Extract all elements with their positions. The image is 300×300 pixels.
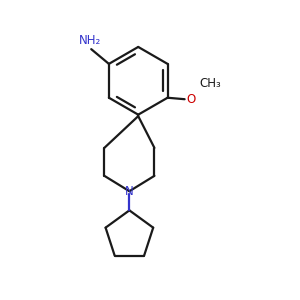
Text: CH₃: CH₃ <box>199 77 221 90</box>
Text: O: O <box>186 93 195 106</box>
Text: NH₂: NH₂ <box>79 34 101 47</box>
Text: N: N <box>125 185 134 198</box>
